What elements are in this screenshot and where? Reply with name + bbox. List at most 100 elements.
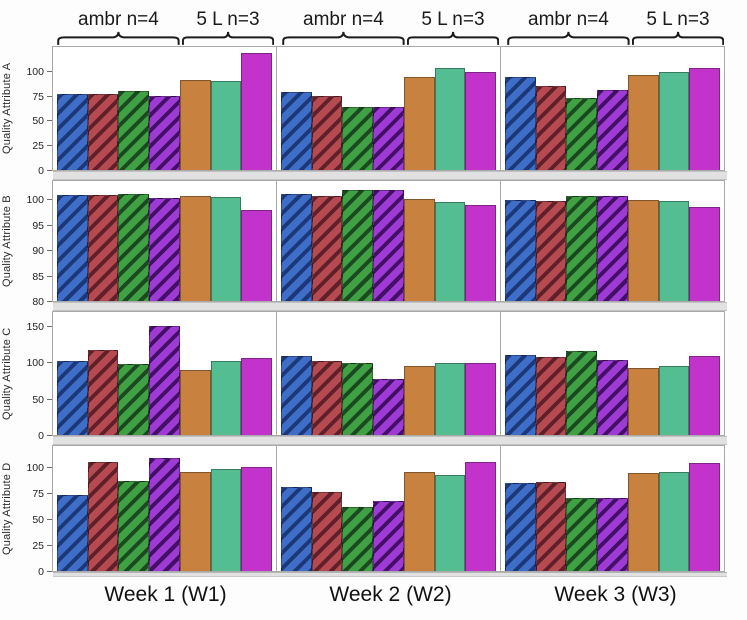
y-tick-label: 0 xyxy=(38,430,44,442)
y-tick-label: 100 xyxy=(26,461,44,474)
bar-ambr-2 xyxy=(87,93,119,170)
bar-5-l-2 xyxy=(434,201,466,301)
y-tick-label: 50 xyxy=(32,115,44,128)
bar-ambr-3 xyxy=(342,190,374,301)
y-tick-mark-icon xyxy=(47,398,52,400)
y-tick-label: 100 xyxy=(26,65,44,78)
group-label: ambr n=4 xyxy=(78,9,159,30)
y-axis-title: Quality Attribute A xyxy=(1,62,13,155)
bar-ambr-4 xyxy=(149,198,180,301)
bar-5-l-1 xyxy=(403,471,435,571)
bar-ambr-2 xyxy=(311,95,343,170)
y-tick-label: 75 xyxy=(32,487,44,500)
panel-row-a: Quality Attribute A 0 25 50 75 100 xyxy=(0,46,747,177)
bar-5-l-2 xyxy=(434,474,466,571)
plot-area-week-3 xyxy=(500,46,725,171)
bar-ambr-1 xyxy=(505,482,536,571)
y-tick-label: 100 xyxy=(26,194,44,207)
bar-ambr-1 xyxy=(57,194,88,301)
group-brace-icon xyxy=(282,31,405,46)
week-2-group-header: ambr n=4 5 L n=3 xyxy=(278,9,503,46)
bar-ambr-1 xyxy=(57,495,88,571)
five-liter-group-bracket: 5 L n=3 xyxy=(407,9,499,46)
bar-ambr-3 xyxy=(342,507,374,571)
bar-ambr-2 xyxy=(535,86,567,170)
y-axis-title: Quality Attribute C xyxy=(1,327,13,420)
bar-ambr-1 xyxy=(281,194,312,301)
bar-5-l-3 xyxy=(241,358,273,435)
bar-ambr-4 xyxy=(597,359,628,435)
plot-area-week-2 xyxy=(276,445,501,572)
bar-5-l-2 xyxy=(658,201,690,301)
bar-5-l-3 xyxy=(241,52,273,170)
bar-5-l-3 xyxy=(241,466,273,571)
bar-ambr-2 xyxy=(311,360,343,435)
y-tick-label: 0 xyxy=(38,165,44,177)
chart-header: ambr n=4 5 L n=3 ambr n=4 5 L n=3 ambr n=4 5 … xyxy=(0,2,747,46)
y-tick-mark-icon xyxy=(47,224,52,226)
bar-5-l-1 xyxy=(179,471,211,571)
bar-5-l-1 xyxy=(403,198,435,301)
bar-ambr-3 xyxy=(566,97,598,170)
bar-5-l-2 xyxy=(210,196,242,301)
y-axis-gutter: Quality Attribute C 0 50 100 150 xyxy=(0,311,53,442)
y-tick-mark-icon xyxy=(47,145,52,147)
bar-ambr-2 xyxy=(535,200,567,301)
bar-ambr-2 xyxy=(535,357,567,435)
group-label: ambr n=4 xyxy=(303,9,384,30)
x-axis-labels: Week 1 (W1) Week 2 (W2) Week 3 (W3) xyxy=(0,583,747,607)
group-brace-icon xyxy=(57,31,180,46)
bar-ambr-1 xyxy=(505,354,536,435)
plot-area-week-1 xyxy=(52,311,277,436)
y-tick-mark-icon xyxy=(47,571,52,572)
bar-5-l-2 xyxy=(210,361,242,435)
bar-ambr-1 xyxy=(57,361,88,435)
group-brace-icon xyxy=(507,31,630,46)
grouped-bar-chart: ambr n=4 5 L n=3 ambr n=4 5 L n=3 ambr n=4 5 … xyxy=(0,2,747,607)
plot-area-week-1 xyxy=(52,46,277,171)
bar-5-l-3 xyxy=(689,463,721,571)
x-axis-label-week-3: Week 3 (W3) xyxy=(554,583,677,606)
ambr-group-bracket: ambr n=4 xyxy=(507,9,630,46)
bar-ambr-1 xyxy=(505,199,536,301)
bar-ambr-3 xyxy=(118,193,150,301)
x-axis-label-week-1: Week 1 (W1) xyxy=(104,583,227,606)
bar-5-l-2 xyxy=(210,468,242,571)
bar-ambr-4 xyxy=(373,190,404,301)
y-tick-mark-icon xyxy=(47,492,52,494)
plot-area-week-2 xyxy=(276,311,501,436)
bar-5-l-1 xyxy=(627,200,659,301)
x-axis-strip xyxy=(53,572,727,577)
y-tick-label: 100 xyxy=(26,357,44,370)
bar-ambr-1 xyxy=(281,355,312,435)
y-tick-mark-icon xyxy=(47,518,52,520)
bar-5-l-2 xyxy=(434,67,466,170)
group-brace-icon xyxy=(182,31,274,46)
bar-5-l-2 xyxy=(210,81,242,170)
ambr-group-bracket: ambr n=4 xyxy=(282,9,405,46)
bar-ambr-1 xyxy=(505,77,536,170)
y-tick-mark-icon xyxy=(47,70,52,72)
y-axis-title: Quality Attribute D xyxy=(1,462,13,555)
y-tick-mark-icon xyxy=(47,466,52,468)
bar-ambr-3 xyxy=(566,195,598,301)
plot-area-week-1 xyxy=(52,180,277,302)
y-tick-mark-icon xyxy=(47,95,52,97)
y-tick-label: 80 xyxy=(32,296,44,308)
bar-ambr-4 xyxy=(149,458,180,571)
y-tick-label: 85 xyxy=(32,270,44,283)
bar-ambr-3 xyxy=(118,480,150,571)
bar-ambr-3 xyxy=(118,363,150,435)
y-axis-gutter: Quality Attribute D 0 25 50 75 100 xyxy=(0,445,53,578)
bar-ambr-3 xyxy=(342,362,374,435)
plot-area-week-2 xyxy=(276,46,501,171)
plot-area-week-3 xyxy=(500,445,725,572)
y-tick-label: 50 xyxy=(32,513,44,526)
y-tick-mark-icon xyxy=(47,435,52,436)
y-tick-mark-icon xyxy=(47,275,52,277)
y-axis-title: Quality Attribute B xyxy=(1,195,13,287)
bar-ambr-4 xyxy=(373,106,404,170)
week-3-group-header: ambr n=4 5 L n=3 xyxy=(503,9,728,46)
bar-5-l-1 xyxy=(403,77,435,170)
bar-5-l-1 xyxy=(179,369,211,435)
